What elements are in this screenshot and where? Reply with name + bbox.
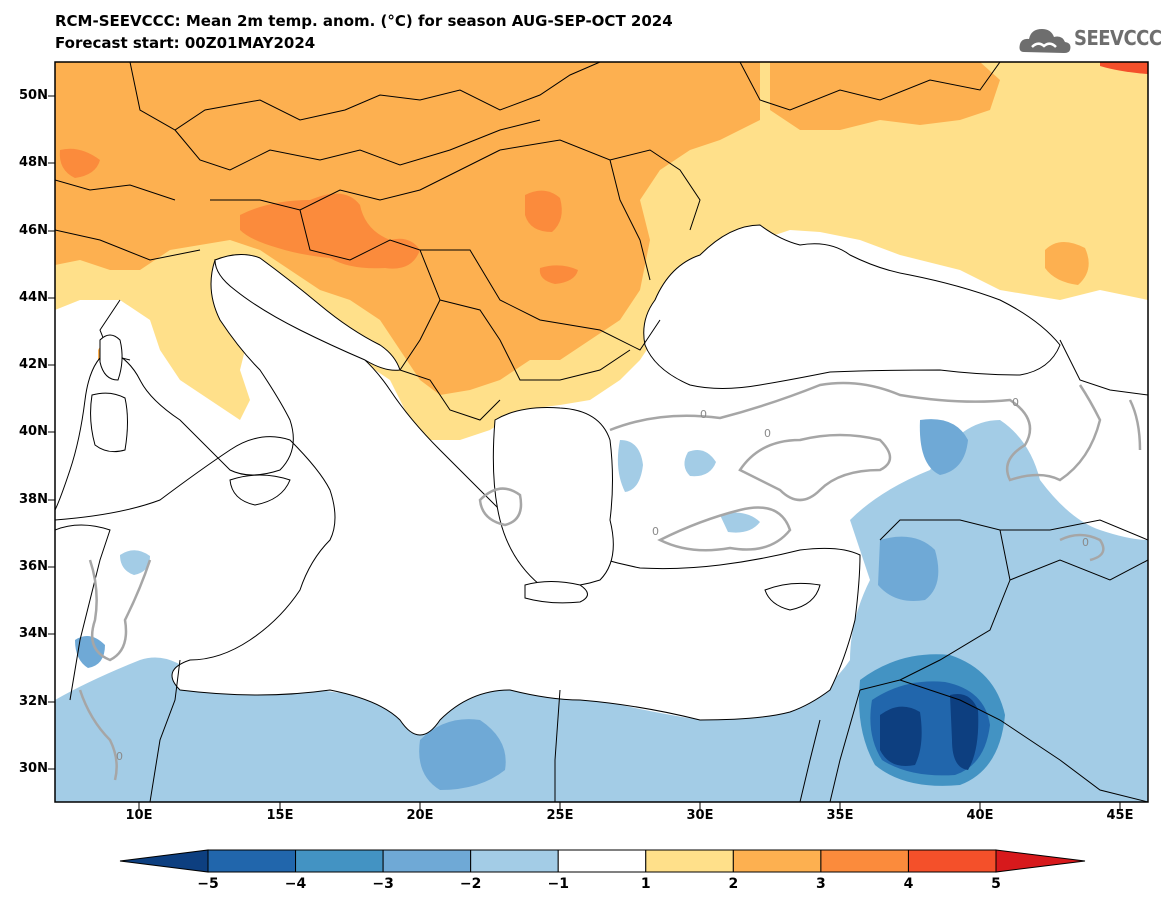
lat-label: 42N [19,357,48,372]
lat-label: 50N [19,88,48,103]
lon-label: 10E [125,808,153,823]
lat-label: 32N [19,694,48,709]
colorbar-label: −4 [284,876,307,892]
anomaly-4to5 [1100,62,1148,74]
contour-label-group: 0 0 0 0 0 0 [116,396,1089,763]
mediterranean-sea [55,258,861,736]
colorbar-segment [207,849,297,873]
lat-label: 30N [19,761,48,776]
colorbar-label: 1 [640,876,651,892]
contour-label: 0 [764,427,771,440]
anomaly-neg2to-3-c [919,419,968,475]
anomaly-below-5 [880,694,979,770]
logo-text: SEEVCCC [1074,26,1162,50]
contour-label: 0 [116,750,123,763]
contour-label: 0 [1012,396,1019,409]
lat-label: 40N [19,424,48,439]
contour-label: 0 [1082,536,1089,549]
lat-label: 46N [19,223,48,238]
islands [90,334,821,611]
colorbar-label: −1 [547,876,569,892]
colorbar-segment [470,849,559,873]
lat-label: 36N [19,559,48,574]
anomaly-neg2to-3 [419,719,506,790]
anomaly-neg1to-2-anatolia3 [720,512,760,533]
colorbar-label: −2 [459,876,482,892]
cloud-icon [1019,29,1071,53]
map-subtitle: Forecast start: 00Z01MAY2024 [55,34,316,52]
colorbar-arrow-high [995,849,1086,873]
contour-label: 0 [652,525,659,538]
anomaly-neg1to-2-anatolia [617,440,643,492]
colorbar-segment [907,849,997,873]
lat-label: 44N [19,290,48,305]
colorbar-label: 3 [816,876,826,892]
aegean-sea [492,407,614,588]
anomaly-3to4-croatia [240,193,420,269]
lon-label: 40E [966,808,994,823]
lat-label: 34N [19,626,48,641]
anomaly-neg1to-2-anatolia2 [684,449,716,477]
colorbar-segment [645,849,734,873]
anomaly-3to4-germany [59,148,100,178]
colorbar-segment [820,849,909,873]
zero-contours [78,381,1142,781]
colorbar-label: −3 [372,876,394,892]
tick-marks [48,95,1121,809]
lon-label: 30E [686,808,714,823]
colorbar [119,849,1086,873]
map-field: 0 0 0 0 0 0 [55,62,1148,802]
anomaly-2to3-far-east [1045,241,1089,285]
colorbar-label: 2 [728,876,739,892]
colorbar-arrow-low [119,849,209,873]
anomaly-3to4-balkan [539,265,578,284]
lat-label: 38N [19,492,48,507]
colorbar-segment [382,849,472,873]
lon-label: 45E [1106,808,1134,823]
anomaly-neg2to-3-b [878,536,939,601]
lon-label: 35E [826,808,854,823]
colorbar-label: −5 [197,876,219,892]
anomaly-3to4-romania [525,190,562,232]
colorbar-label: 4 [903,876,914,892]
lon-label: 25E [546,808,574,823]
anomaly-neg1to-2-tunisia [120,550,150,575]
contour-label: 0 [700,408,707,421]
lon-label: 15E [266,808,294,823]
black-sea [643,224,1061,389]
colorbar-segment [557,849,647,873]
map-title: RCM-SEEVCCC: Mean 2m temp. anom. (°C) fo… [55,12,673,30]
anomaly-neg2to-3-d [75,636,105,668]
colorbar-segment [295,849,384,873]
anomaly-2to3 [55,62,760,395]
anomaly-2to3-east [770,62,1000,130]
seevccc-logo: SEEVCCC [1018,20,1162,60]
lon-label: 20E [406,808,434,823]
lat-label: 48N [19,155,48,170]
colorbar-segment [732,849,822,873]
country-borders [55,62,1148,802]
colorbar-label: 5 [991,876,1001,892]
